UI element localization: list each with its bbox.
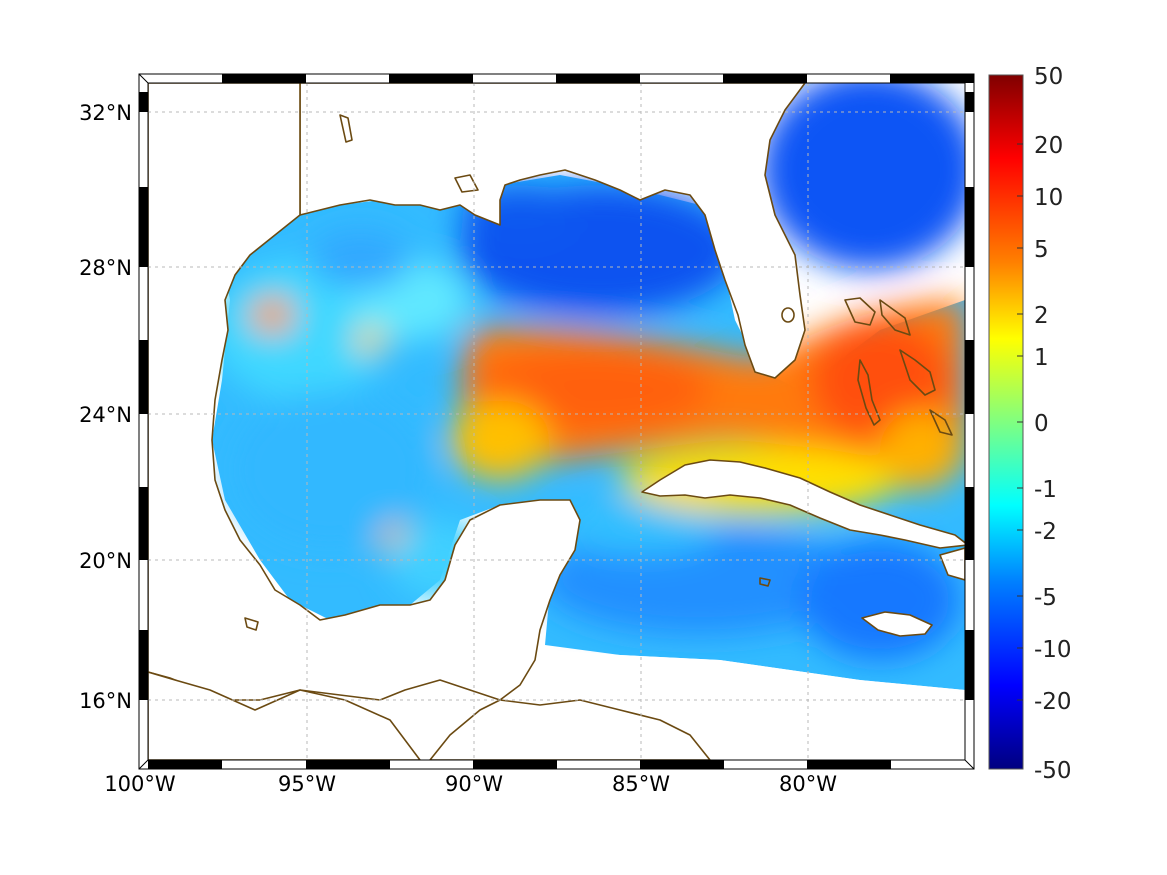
mexico-texas-landmass [148,83,581,701]
lon-label-80: 80°W [779,772,837,796]
lat-label-32: 32°N [79,101,132,125]
cb-label-10: 10 [1034,185,1063,211]
colorbar-ticks [1017,143,1023,701]
cb-label-0: 0 [1034,411,1049,437]
cb-label-neg50: -50 [1034,758,1072,784]
colorbar: 50 20 10 5 2 1 0 -1 -2 -5 -10 -20 -50 [988,64,1072,784]
central-america-landmass [148,671,421,760]
cb-label-neg20: -20 [1034,689,1072,715]
cb-label-5: 5 [1034,237,1049,263]
cb-label-50: 50 [1034,64,1063,90]
cb-label-neg5: -5 [1034,585,1057,611]
land-layer [148,83,965,760]
lon-label-90: 90°W [445,772,503,796]
lat-label-24: 24°N [79,403,132,427]
honduras-landmass [429,699,711,760]
map-frame [138,73,975,770]
jamaica-landmass [861,611,933,637]
lon-label-100: 100°W [104,772,176,796]
lat-label-28: 28°N [79,256,132,280]
lon-label-85: 85°W [612,772,670,796]
cb-label-1: 1 [1034,345,1049,371]
lat-labels: 32°N 28°N 24°N 20°N 16°N [79,101,132,713]
graticule [148,83,965,760]
cb-label-neg1: -1 [1034,477,1057,503]
cb-label-2: 2 [1034,303,1049,329]
cb-label-neg2: -2 [1034,519,1057,545]
florida-landmass [299,83,806,379]
lat-label-20: 20°N [79,549,132,573]
lat-label-16: 16°N [79,689,132,713]
lon-labels: 100°W 95°W 90°W 85°W 80°W [104,772,837,796]
cb-label-20: 20 [1034,133,1063,159]
lon-label-95: 95°W [278,772,336,796]
cb-label-neg10: -10 [1034,637,1072,663]
cuba-landmass [641,459,965,549]
hispaniola-landmass [939,547,965,581]
